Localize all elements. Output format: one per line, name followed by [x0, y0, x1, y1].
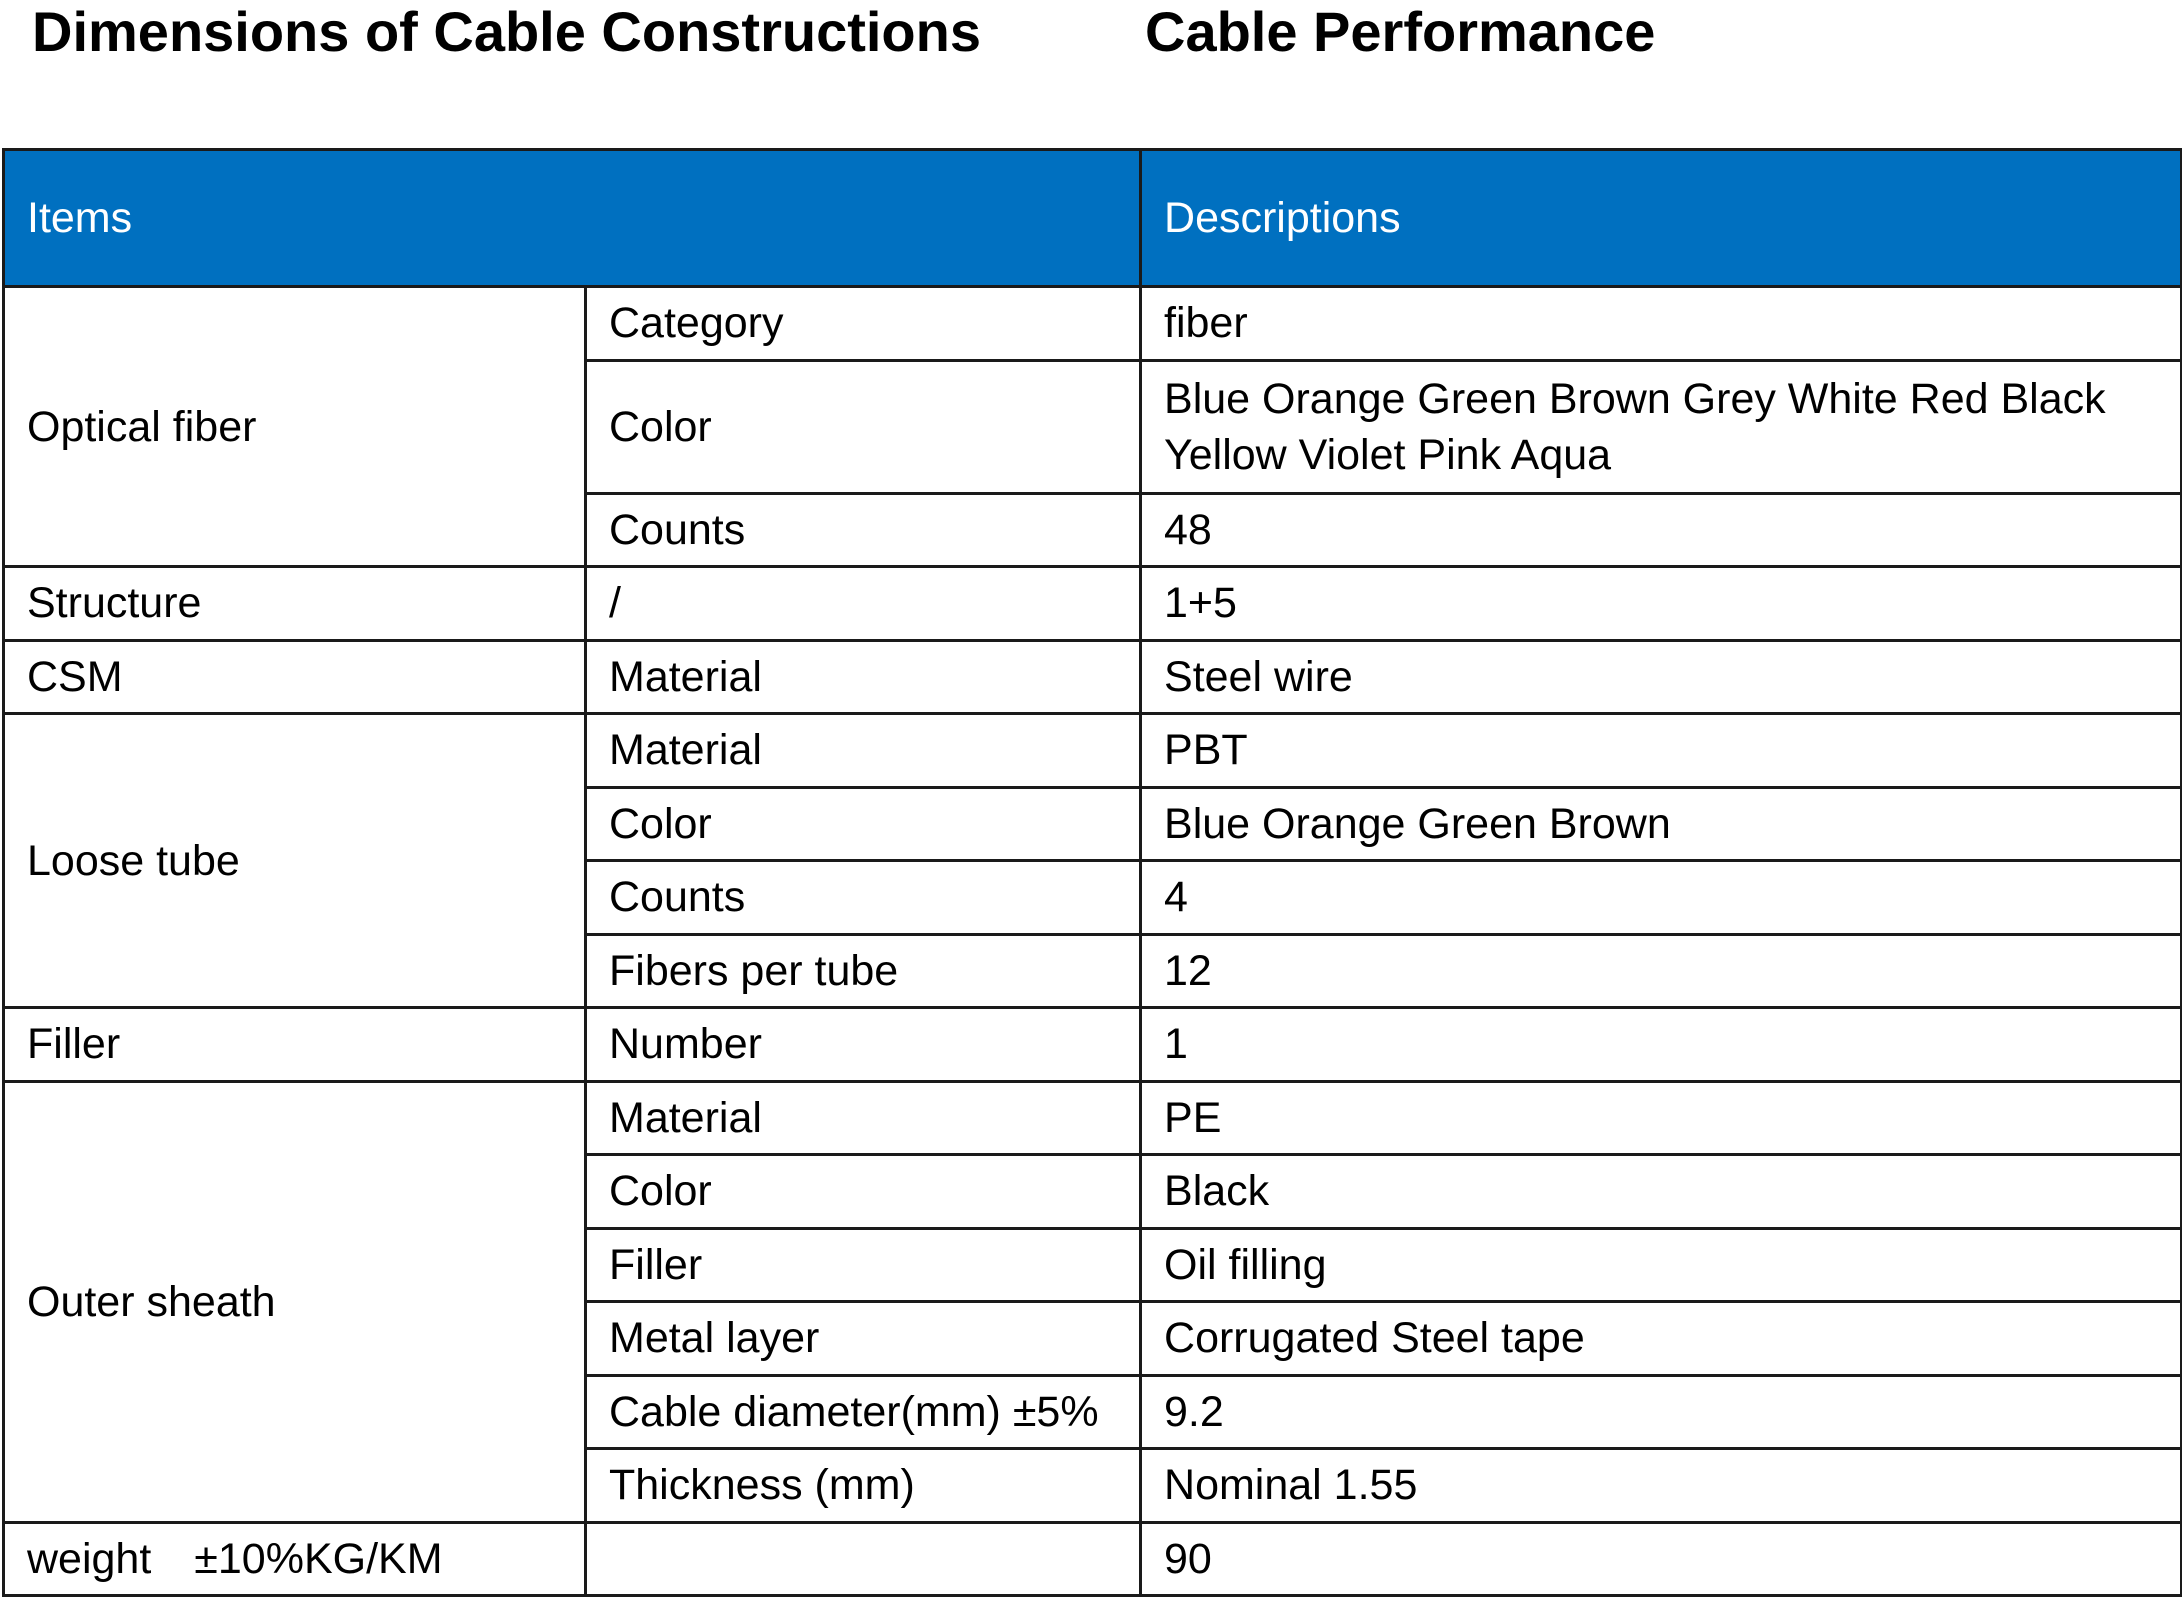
row-value: Black: [1139, 1153, 2182, 1230]
table-row: Color Blue Orange Green Brown Grey White…: [4, 358, 2182, 495]
row-item: Metal layer: [583, 1300, 1143, 1377]
row-value: 90: [1139, 1520, 2182, 1597]
group-optical-fiber: Optical fiber: [2, 285, 587, 568]
table-row: Counts 48: [4, 491, 2182, 568]
row-item: Material: [583, 1079, 1143, 1156]
row-value: Corrugated Steel tape: [1139, 1300, 2182, 1377]
row-value: 4: [1139, 859, 2182, 936]
row-item: Category: [583, 285, 1143, 362]
table-row: Thickness (mm) Nominal 1.55: [4, 1447, 2182, 1524]
table-row: Counts 4: [4, 859, 2182, 936]
row-item: /: [583, 565, 1143, 642]
table-row: CSM Material Steel wire: [2, 638, 2182, 715]
row-item: Thickness (mm): [583, 1447, 1143, 1524]
table-row: Color Blue Orange Green Brown: [4, 785, 2182, 862]
table-row: Filler Oil filling: [4, 1226, 2182, 1303]
row-value: 48: [1139, 491, 2182, 568]
row-item: Cable diameter(mm) ±5%: [583, 1373, 1143, 1450]
table-row: Loose tube Material PBT: [2, 712, 2182, 1009]
row-item: Color: [583, 358, 1143, 495]
row-value: fiber: [1139, 285, 2182, 362]
row-value: PE: [1139, 1079, 2182, 1156]
row-value: PBT: [1139, 712, 2182, 789]
group-outer-sheath: Outer sheath: [2, 1079, 587, 1524]
row-item: Number: [583, 1006, 1143, 1083]
row-value: Oil filling: [1139, 1226, 2182, 1303]
row-value: 12: [1139, 932, 2182, 1009]
table-row: Cable diameter(mm) ±5% 9.2: [4, 1373, 2182, 1450]
table-row: Outer sheath Material PE: [2, 1079, 2182, 1524]
row-value: 1: [1139, 1006, 2182, 1083]
table-row: Metal layer Corrugated Steel tape: [4, 1300, 2182, 1377]
table-row: Color Black: [4, 1153, 2182, 1230]
row-item: Color: [583, 785, 1143, 862]
group-loose-tube: Loose tube: [2, 712, 587, 1009]
title-cable-constructions: Dimensions of Cable Constructions: [32, 0, 981, 63]
row-item: Material: [583, 712, 1143, 789]
table-row: Fibers per tube 12: [4, 932, 2182, 1009]
table-header-row: Items Descriptions: [1, 148, 2182, 288]
row-value: Steel wire: [1139, 638, 2182, 715]
header-items: Items: [1, 148, 1143, 288]
row-item: [583, 1520, 1143, 1597]
table-row: weight ±10%KG/KM 90: [2, 1520, 2182, 1597]
row-item: Filler: [583, 1226, 1143, 1303]
row-item: Counts: [583, 491, 1143, 568]
row-value: Blue Orange Green Brown: [1139, 785, 2182, 862]
table-row: Structure / 1+5: [2, 565, 2182, 642]
table-row: Filler Number 1: [2, 1006, 2182, 1083]
row-item: Fibers per tube: [583, 932, 1143, 1009]
group-csm: CSM: [2, 638, 587, 715]
row-value: 9.2: [1139, 1373, 2182, 1450]
row-value: Nominal 1.55: [1139, 1447, 2182, 1524]
title-cable-performance: Cable Performance: [1145, 0, 1656, 63]
table-row: Optical fiber Category fiber: [2, 285, 2182, 568]
cable-spec-table: Items Descriptions Optical fiber Categor…: [1, 148, 2182, 1597]
row-item: Color: [583, 1153, 1143, 1230]
row-value: Blue Orange Green Brown Grey White Red B…: [1139, 358, 2182, 495]
row-item: Counts: [583, 859, 1143, 936]
row-item: Material: [583, 638, 1143, 715]
group-weight: weight ±10%KG/KM: [2, 1520, 587, 1597]
group-structure: Structure: [2, 565, 587, 642]
row-value: 1+5: [1139, 565, 2182, 642]
group-filler: Filler: [2, 1006, 587, 1083]
header-descriptions: Descriptions: [1139, 148, 2182, 288]
